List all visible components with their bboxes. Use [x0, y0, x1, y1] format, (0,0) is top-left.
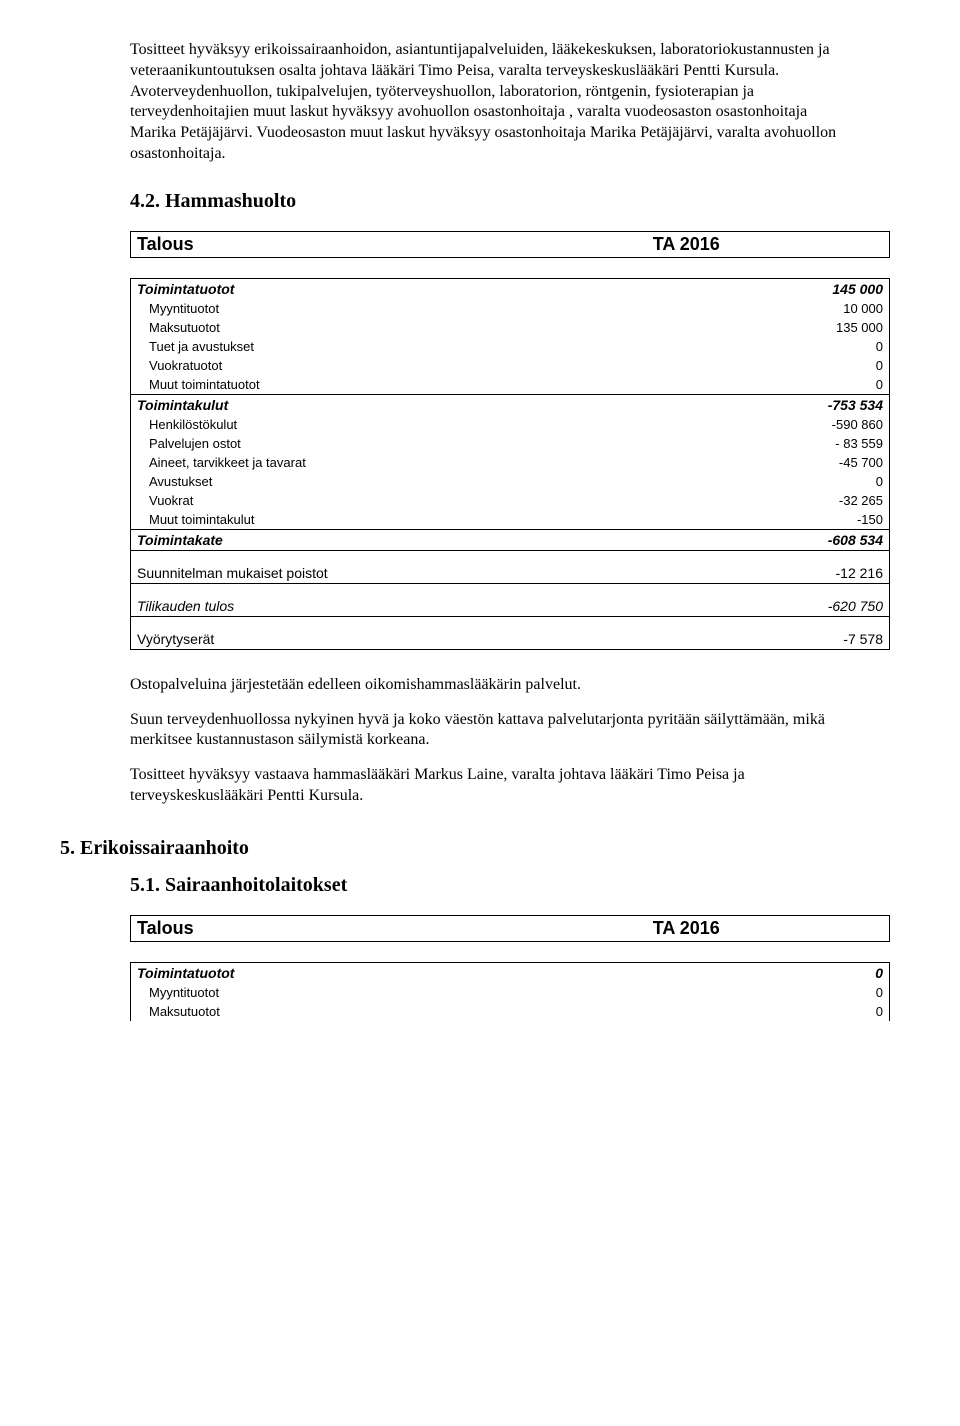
- intro-paragraph: Tositteet hyväksyy erikoissairaanhoidon,…: [130, 40, 850, 165]
- row-value: 0: [771, 983, 889, 1002]
- table-row: Palvelujen ostot- 83 559: [131, 434, 890, 453]
- table-row: Vuokrat-32 265: [131, 491, 890, 510]
- row-label: Maksutuotot: [131, 318, 700, 337]
- table-row: [131, 616, 890, 629]
- section-4-2-title: 4.2. Hammashuolto: [130, 190, 850, 213]
- table-row: Suunnitelman mukaiset poistot-12 216: [131, 563, 890, 584]
- hammashuolto-data-table: Toimintatuotot145 000Myyntituotot10 000M…: [130, 278, 890, 650]
- row-label: Maksutuotot: [131, 1002, 772, 1021]
- row-label: Toimintakate: [131, 529, 700, 550]
- row-value: -45 700: [700, 453, 890, 472]
- hammashuolto-table: Talous TA 2016: [130, 231, 890, 258]
- row-value: -32 265: [700, 491, 890, 510]
- table-row: Toimintakulut-753 534: [131, 394, 890, 415]
- row-label: Toimintatuotot: [131, 962, 772, 983]
- row-label: Toimintatuotot: [131, 278, 700, 299]
- row-label: Avustukset: [131, 472, 700, 491]
- row-value: - 83 559: [700, 434, 890, 453]
- sec42-p2: Suun terveydenhuollossa nykyinen hyvä ja…: [130, 710, 850, 752]
- table-row: Vuokratuotot0: [131, 356, 890, 375]
- table-row: Myyntituotot10 000: [131, 299, 890, 318]
- row-value: 0: [700, 337, 890, 356]
- sairaanhoito-table: Talous TA 2016: [130, 915, 890, 942]
- table-header-right: TA 2016: [484, 231, 890, 257]
- row-value: 0: [700, 356, 890, 375]
- row-label: Muut toimintakulut: [131, 510, 700, 530]
- row-value: -608 534: [700, 529, 890, 550]
- sairaanhoito-data-table: Toimintatuotot0Myyntituotot0Maksutuotot0: [130, 962, 890, 1021]
- row-value: -753 534: [700, 394, 890, 415]
- table-row: Tuet ja avustukset0: [131, 337, 890, 356]
- table-row: Henkilöstökulut-590 860: [131, 415, 890, 434]
- table-row: Maksutuotot0: [131, 1002, 890, 1021]
- row-value: -12 216: [700, 563, 890, 584]
- row-value: 135 000: [700, 318, 890, 337]
- table2-header-right: TA 2016: [484, 915, 890, 941]
- sec42-p1: Ostopalveluina järjestetään edelleen oik…: [130, 675, 850, 696]
- table-row: Muut toimintakulut-150: [131, 510, 890, 530]
- row-label: Palvelujen ostot: [131, 434, 700, 453]
- table-row: Aineet, tarvikkeet ja tavarat-45 700: [131, 453, 890, 472]
- row-label: Toimintakulut: [131, 394, 700, 415]
- row-value: 0: [700, 375, 890, 395]
- table-row: Toimintatuotot0: [131, 962, 890, 983]
- row-label: Myyntituotot: [131, 299, 700, 318]
- row-label: Suunnitelman mukaiset poistot: [131, 563, 700, 584]
- row-label: Myyntituotot: [131, 983, 772, 1002]
- table-row: Muut toimintatuotot0: [131, 375, 890, 395]
- row-label: Vuokrat: [131, 491, 700, 510]
- table-row: Myyntituotot0: [131, 983, 890, 1002]
- table-row: Maksutuotot135 000: [131, 318, 890, 337]
- row-label: Tilikauden tulos: [131, 596, 700, 617]
- row-label: Henkilöstökulut: [131, 415, 700, 434]
- row-value: -7 578: [700, 629, 890, 650]
- row-value: 0: [771, 1002, 889, 1021]
- table-row: [131, 583, 890, 596]
- section-5-title: 5. Erikoissairaanhoito: [60, 837, 900, 860]
- table-row: Toimintatuotot145 000: [131, 278, 890, 299]
- table-row: Vyörytyserät-7 578: [131, 629, 890, 650]
- sec42-p3: Tositteet hyväksyy vastaava hammaslääkär…: [130, 765, 850, 807]
- row-value: 145 000: [700, 278, 890, 299]
- row-value: 10 000: [700, 299, 890, 318]
- row-value: -620 750: [700, 596, 890, 617]
- row-label: Muut toimintatuotot: [131, 375, 700, 395]
- row-value: -590 860: [700, 415, 890, 434]
- row-value: -150: [700, 510, 890, 530]
- table-row: [131, 550, 890, 563]
- row-label: Vuokratuotot: [131, 356, 700, 375]
- row-value: 0: [771, 962, 889, 983]
- row-label: Tuet ja avustukset: [131, 337, 700, 356]
- table-row: Tilikauden tulos-620 750: [131, 596, 890, 617]
- row-label: Vyörytyserät: [131, 629, 700, 650]
- table-row: Avustukset0: [131, 472, 890, 491]
- table-row: Toimintakate-608 534: [131, 529, 890, 550]
- table2-header-left: Talous: [131, 915, 484, 941]
- row-value: 0: [700, 472, 890, 491]
- section-5-1-title: 5.1. Sairaanhoitolaitokset: [130, 874, 850, 897]
- row-label: Aineet, tarvikkeet ja tavarat: [131, 453, 700, 472]
- table-header-left: Talous: [131, 231, 484, 257]
